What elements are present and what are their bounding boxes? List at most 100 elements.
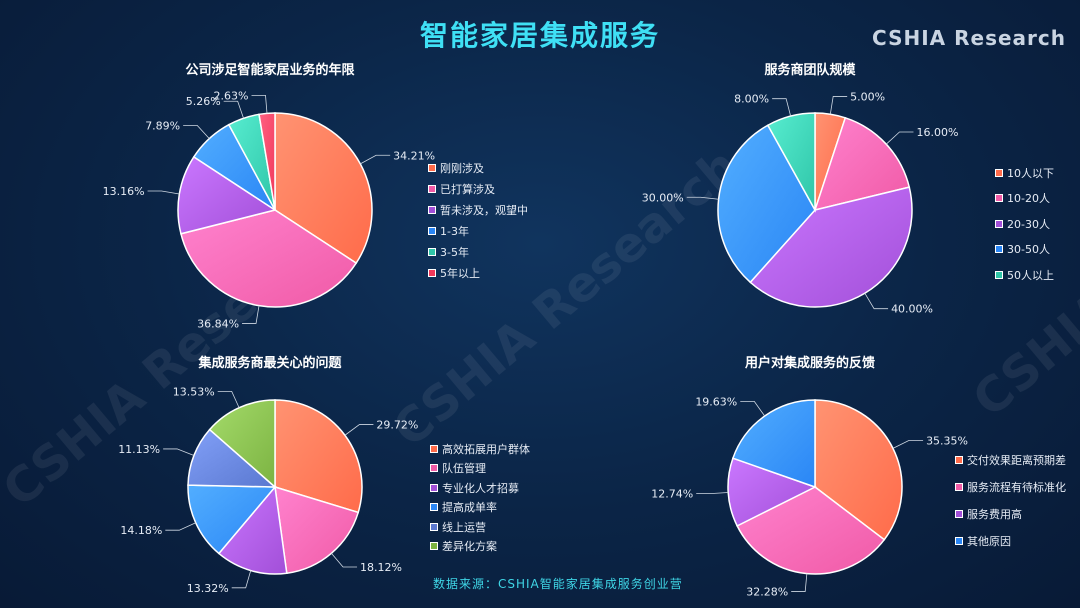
legend-swatch [430, 542, 438, 551]
data-label: 19.63% [695, 395, 737, 408]
legend-item[interactable]: 队伍管理 [430, 459, 530, 479]
legend-label: 10人以下 [1007, 166, 1054, 180]
legend: 10人以下 10-20人 20-30人 30-50人 50人以上 [995, 160, 1054, 288]
legend-item[interactable]: 20-30人 [995, 211, 1054, 237]
legend-swatch [955, 482, 963, 491]
legend-item[interactable]: 10-20人 [995, 186, 1054, 212]
legend-item[interactable]: 1-3年 [428, 220, 528, 241]
page-title: 智能家居集成服务 [419, 19, 660, 52]
legend-label: 专业化人才招募 [442, 481, 519, 495]
pie-slice[interactable] [717, 124, 816, 284]
leader-line [686, 196, 719, 200]
chart-title: 公司涉足智能家居业务的年限 [185, 63, 355, 78]
leader-line [344, 424, 374, 436]
legend-swatch [430, 503, 438, 512]
legend-item[interactable]: 50人以上 [995, 262, 1054, 288]
data-label: 5.26% [186, 95, 221, 108]
leader-line [217, 390, 240, 408]
leader-line [772, 98, 792, 117]
legend-swatch [430, 483, 438, 492]
data-label: 35.35% [926, 434, 968, 447]
legend-item[interactable]: 交付效果距离预期差 [955, 446, 1066, 473]
data-label: 8.00% [734, 93, 769, 106]
data-label: 2.63% [214, 89, 249, 102]
legend-item[interactable]: 30-50人 [995, 237, 1054, 263]
legend-swatch [995, 194, 1003, 203]
legend-item[interactable]: 服务费用高 [955, 500, 1066, 527]
legend-item[interactable]: 差异化方案 [430, 537, 530, 557]
legend-label: 线上运营 [442, 520, 486, 534]
leader-line [251, 94, 268, 114]
legend-item[interactable]: 线上运营 [430, 517, 530, 537]
leader-line [231, 570, 252, 589]
legend-item[interactable]: 5年以上 [428, 262, 528, 283]
pie-slice[interactable] [766, 112, 816, 213]
data-label: 36.84% [197, 317, 239, 330]
legend-label: 服务费用高 [967, 507, 1022, 521]
legend: 高效拓展用户群体队伍管理专业化人才招募 提高成单率线上运营差异化方案 [430, 439, 530, 556]
pie-slice[interactable] [274, 485, 360, 575]
leader-line [223, 100, 244, 119]
leader-line [242, 305, 260, 324]
chart-title: 服务商团队规模 [764, 63, 856, 78]
data-label: 18.12% [360, 561, 402, 574]
legend-swatch [430, 522, 438, 531]
pie-slice[interactable] [258, 112, 276, 211]
data-label: 32.28% [746, 586, 788, 599]
data-label: 34.21% [393, 149, 435, 162]
legend-swatch [995, 245, 1003, 254]
legend-label: 已打算涉及 [440, 182, 495, 196]
legend-swatch [428, 226, 436, 235]
pie-slice[interactable] [274, 399, 363, 514]
pie-slice[interactable] [814, 399, 903, 541]
legend-swatch [428, 247, 436, 256]
data-label: 14.18% [120, 524, 162, 537]
legend-label: 其他原因 [967, 534, 1011, 548]
pie-slice[interactable] [813, 116, 911, 212]
legend-swatch [428, 184, 436, 193]
pie-chart: 35.35% 32.28% 12.74% 19.63% [651, 395, 968, 598]
legend-item[interactable]: 其他原因 [955, 527, 1066, 554]
leader-line [147, 190, 180, 195]
legend-item[interactable]: 10人以下 [995, 160, 1054, 186]
legend-item[interactable]: 服务流程有待标准化 [955, 473, 1066, 500]
legend-label: 提高成单率 [442, 501, 497, 515]
legend: 刚刚涉及已打算涉及暂未涉及，观望中 1-3年 3-5年 5年以上 [428, 157, 528, 283]
legend-item[interactable]: 刚刚涉及 [428, 157, 528, 178]
legend-swatch [428, 205, 436, 214]
legend: 交付效果距离预期差服务流程有待标准化服务费用高其他原因 [955, 446, 1066, 554]
data-source: 数据来源：CSHIA智能家居集成服务创业营 [433, 577, 683, 591]
legend-swatch [995, 219, 1003, 228]
data-label: 13.32% [187, 582, 229, 595]
legend-item[interactable]: 暂未涉及，观望中 [428, 199, 528, 220]
legend-label: 交付效果距离预期差 [967, 453, 1066, 467]
data-label: 40.00% [891, 303, 933, 316]
chart-title: 用户对集成服务的反馈 [744, 356, 875, 371]
data-label: 12.74% [651, 488, 693, 501]
data-label: 16.00% [916, 126, 958, 139]
leader-line [864, 293, 889, 310]
leader-line [829, 96, 848, 115]
pie-slice[interactable] [749, 186, 913, 308]
legend-item[interactable]: 已打算涉及 [428, 178, 528, 199]
brand-logo: CSHIA Research [872, 26, 1066, 50]
legend-label: 1-3年 [440, 224, 469, 238]
legend-item[interactable]: 提高成单率 [430, 498, 530, 518]
leader-line [696, 492, 729, 494]
leader-line [885, 131, 914, 145]
leader-line [892, 439, 924, 449]
legend-item[interactable]: 3-5年 [428, 241, 528, 262]
pie-chart: 29.72% 18.12% 13.32% 14.18% 11.13% 13.53% [118, 385, 418, 594]
legend-item[interactable]: 专业化人才招募 [430, 478, 530, 498]
legend-label: 差异化方案 [442, 540, 497, 554]
data-label: 5.00% [850, 90, 885, 103]
chart-title: 集成服务商最关心的问题 [198, 356, 342, 371]
legend-swatch [955, 509, 963, 518]
legend-label: 高效拓展用户群体 [442, 442, 530, 456]
data-label: 11.13% [118, 443, 160, 456]
pie-slice[interactable] [736, 486, 886, 575]
legend-label: 30-50人 [1007, 243, 1050, 257]
pie-chart: 34.21% 36.84% 13.16% 7.89% 5.26%2.63% [103, 89, 435, 330]
legend-item[interactable]: 高效拓展用户群体 [430, 439, 530, 459]
pie-slice[interactable] [727, 457, 817, 527]
